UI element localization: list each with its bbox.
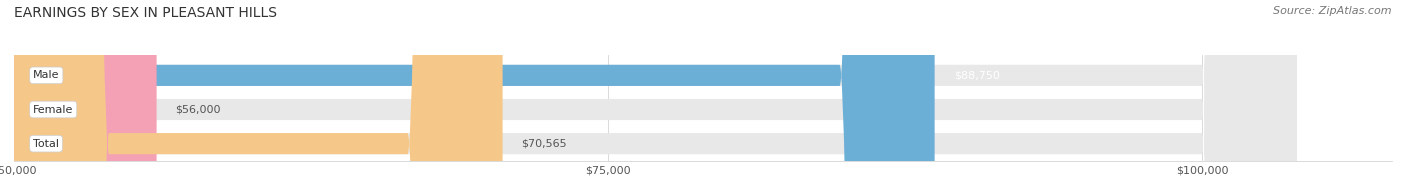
FancyBboxPatch shape [14, 0, 1296, 196]
FancyBboxPatch shape [14, 0, 1296, 196]
Text: EARNINGS BY SEX IN PLEASANT HILLS: EARNINGS BY SEX IN PLEASANT HILLS [14, 6, 277, 20]
Text: Male: Male [34, 70, 59, 80]
Text: $56,000: $56,000 [176, 104, 221, 114]
FancyBboxPatch shape [14, 0, 502, 196]
FancyBboxPatch shape [14, 0, 935, 196]
Text: $70,565: $70,565 [522, 139, 567, 149]
FancyBboxPatch shape [14, 0, 156, 196]
Text: Source: ZipAtlas.com: Source: ZipAtlas.com [1274, 6, 1392, 16]
Text: Total: Total [34, 139, 59, 149]
Text: Female: Female [34, 104, 73, 114]
Text: $88,750: $88,750 [953, 70, 1000, 80]
FancyBboxPatch shape [14, 0, 1296, 196]
